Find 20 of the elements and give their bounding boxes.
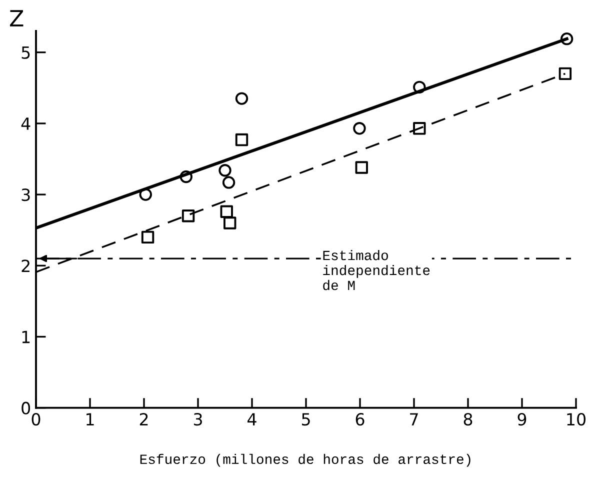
y-tick-label: 5 bbox=[22, 46, 30, 59]
y-tick-label: 0 bbox=[22, 402, 30, 414]
x-tick-label: 6 bbox=[356, 412, 364, 426]
y-tick-label: 3 bbox=[22, 188, 30, 202]
y-axis-title: Z bbox=[10, 10, 24, 26]
x-tick-label: 4 bbox=[248, 413, 256, 426]
x-tick-label: 9 bbox=[518, 412, 526, 426]
x-tick-label: 2 bbox=[140, 412, 148, 426]
x-tick-label: 0 bbox=[32, 412, 40, 426]
ref-line-label: Estimado independiente de M bbox=[323, 250, 430, 290]
x-tick-label: 3 bbox=[194, 412, 202, 426]
y-tick-label: 1 bbox=[22, 330, 30, 344]
x-tick-label: 7 bbox=[410, 413, 418, 426]
x-tick-label: 5 bbox=[302, 413, 310, 426]
x-tick-label: 10 bbox=[567, 412, 586, 426]
y-tick-label: 2 bbox=[22, 260, 30, 272]
x-axis-title: Esfuerzo (millones de horas de arrastre) bbox=[140, 454, 470, 467]
x-tick-label: 1 bbox=[86, 413, 94, 426]
x-tick-label: 8 bbox=[464, 412, 472, 426]
y-tick-label: 4 bbox=[21, 118, 30, 130]
